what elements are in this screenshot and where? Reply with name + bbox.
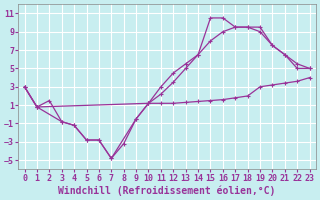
X-axis label: Windchill (Refroidissement éolien,°C): Windchill (Refroidissement éolien,°C) xyxy=(58,185,276,196)
